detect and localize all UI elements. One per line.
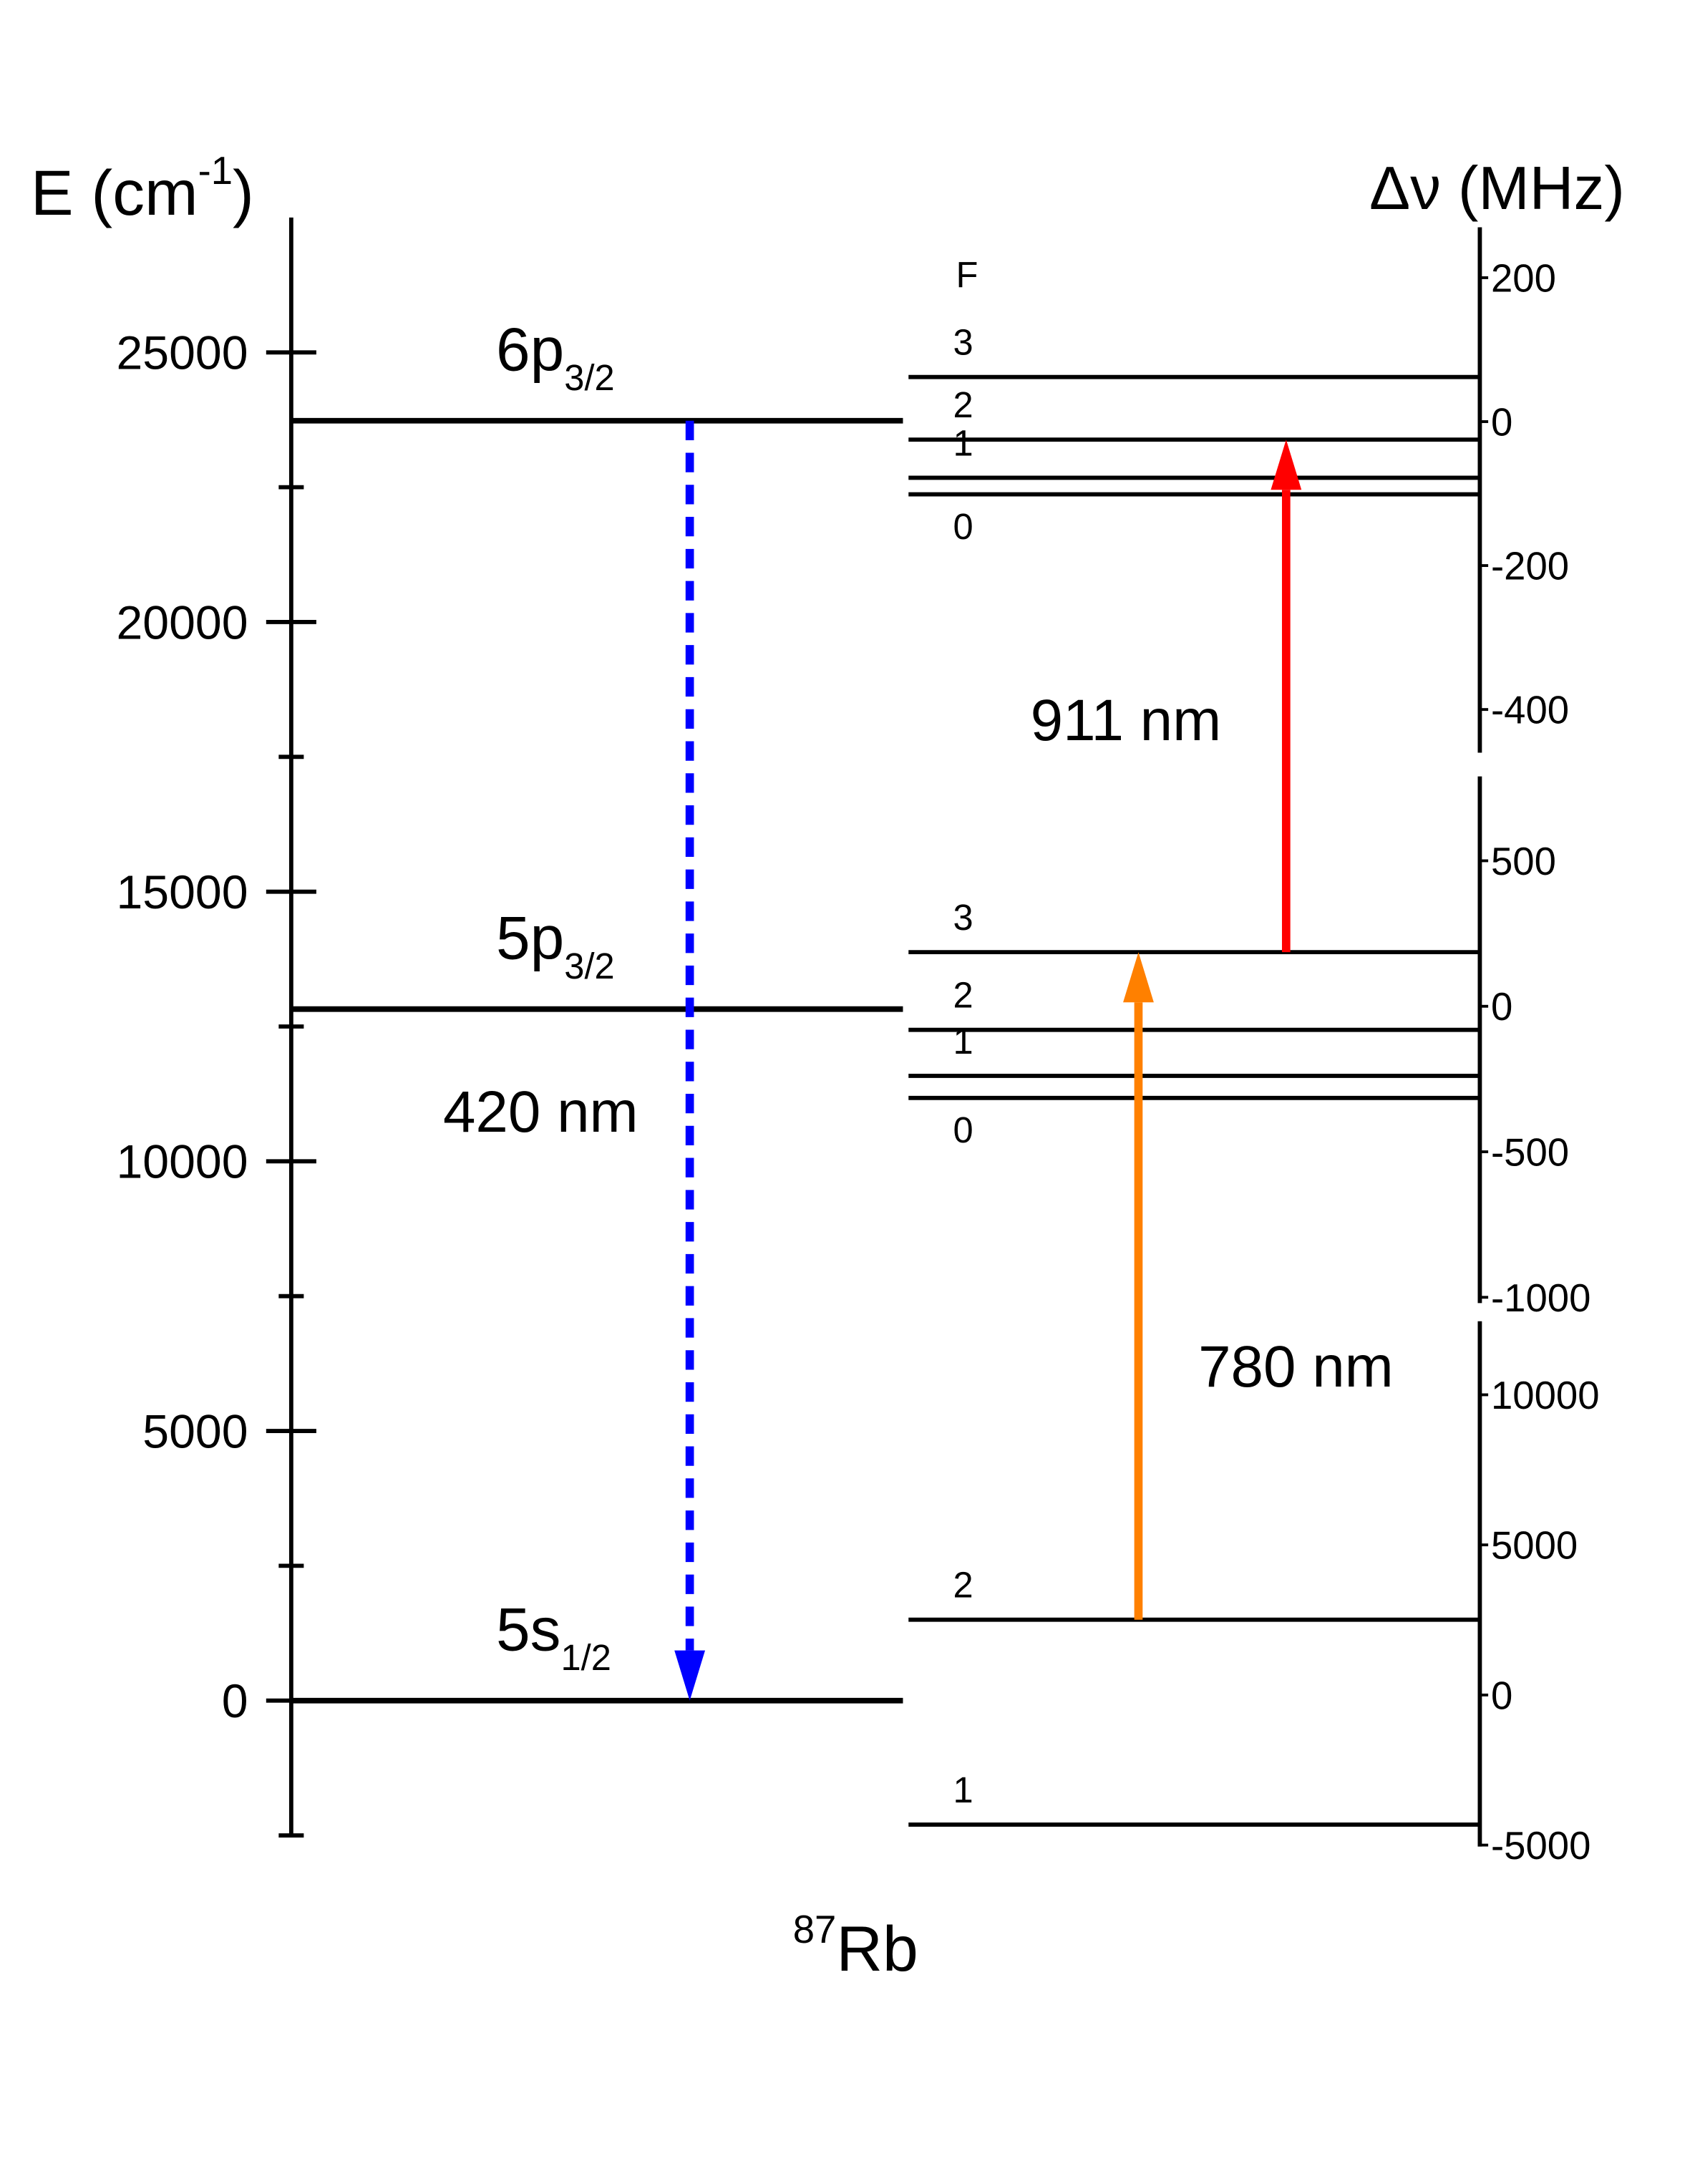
f-label: 1 xyxy=(953,1021,973,1062)
f-label: 2 xyxy=(953,384,973,425)
level-sub: 1/2 xyxy=(560,1637,611,1678)
level-sub: 3/2 xyxy=(564,357,614,398)
level-label: 6p3/2 xyxy=(496,316,615,398)
transition-label: 420 nm xyxy=(443,1079,638,1145)
isotope-symbol: Rb xyxy=(836,1913,918,1984)
f-label: 3 xyxy=(953,322,973,363)
right-tick-label: -1000 xyxy=(1491,1276,1590,1320)
transition-label: 780 nm xyxy=(1198,1334,1394,1399)
arrow-head xyxy=(1123,952,1154,1003)
right-tick-label: -5000 xyxy=(1491,1824,1590,1868)
y-tick-label: 25000 xyxy=(117,327,248,380)
level-sub: 3/2 xyxy=(564,946,614,986)
right-tick-label: 5000 xyxy=(1491,1524,1578,1568)
f-label: 1 xyxy=(953,1770,973,1810)
y-tick-label: 0 xyxy=(222,1675,248,1728)
y-tick-label: 10000 xyxy=(117,1136,248,1189)
right-tick-label: -500 xyxy=(1491,1130,1569,1174)
isotope: 87Rb xyxy=(793,1908,918,1984)
y-tick-label: 20000 xyxy=(117,596,248,649)
arrow-head xyxy=(674,1650,706,1701)
f-header: F xyxy=(956,254,978,295)
right-tick-label: -400 xyxy=(1491,689,1569,732)
left-axis-label-end: ) xyxy=(233,157,254,228)
f-label: 3 xyxy=(953,897,973,938)
level-label: 5s1/2 xyxy=(496,1596,611,1678)
left-axis-label: E (cm xyxy=(31,157,198,228)
right-tick-label: -200 xyxy=(1491,545,1569,588)
transition-label: 911 nm xyxy=(1031,688,1222,753)
f-label: 2 xyxy=(953,975,973,1016)
y-tick-label: 15000 xyxy=(117,866,248,919)
isotope-mass: 87 xyxy=(793,1908,837,1951)
right-axis-title: Δν (MHz) xyxy=(1369,154,1625,223)
level-name: 5p xyxy=(496,904,564,973)
f-label: 0 xyxy=(953,1110,973,1150)
level-name: 5s xyxy=(496,1596,560,1664)
arrow-head xyxy=(1271,440,1302,490)
level-name: 6p xyxy=(496,316,564,384)
left-axis-sup: -1 xyxy=(198,149,233,193)
f-label: 2 xyxy=(953,1565,973,1606)
f-label: 0 xyxy=(953,506,973,547)
right-tick-label: 10000 xyxy=(1491,1374,1600,1417)
right-tick-label: 0 xyxy=(1491,985,1512,1029)
level-label: 5p3/2 xyxy=(496,904,615,986)
y-tick-label: 5000 xyxy=(142,1405,248,1458)
right-tick-label: 0 xyxy=(1491,400,1512,444)
right-tick-label: 200 xyxy=(1491,256,1556,300)
right-tick-label: 500 xyxy=(1491,840,1556,883)
left-axis-title: E (cm-1) xyxy=(31,149,254,228)
right-tick-label: 0 xyxy=(1491,1674,1512,1717)
f-label: 1 xyxy=(953,422,973,463)
